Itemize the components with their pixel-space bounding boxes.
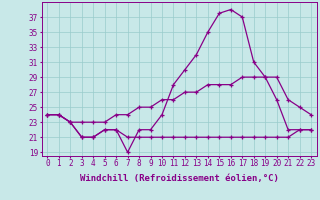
X-axis label: Windchill (Refroidissement éolien,°C): Windchill (Refroidissement éolien,°C) [80,174,279,183]
